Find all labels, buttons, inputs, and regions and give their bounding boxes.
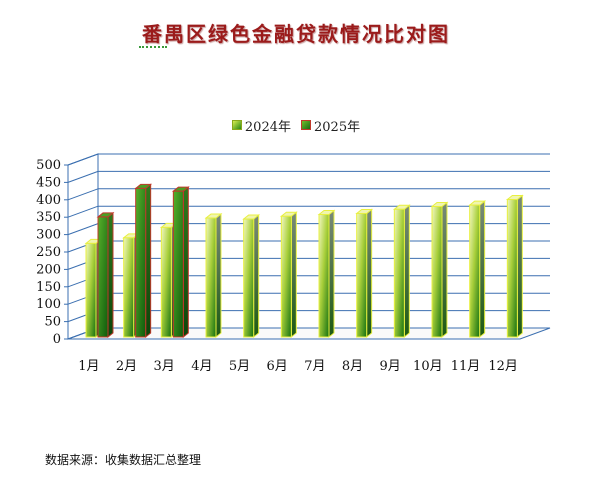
bar-2024-11 [468, 200, 487, 339]
bar-2025-3 [171, 186, 190, 339]
x-tick-label: 11月 [451, 359, 481, 374]
legend-swatch-2025 [301, 120, 311, 130]
gridline-diag [67, 223, 99, 236]
bar-2024-12 [505, 194, 524, 339]
legend-item-2025: 2025年 [301, 116, 360, 135]
source-note: 数据来源：收集数据汇总整理 [45, 453, 202, 467]
bar-2024-8 [355, 208, 374, 339]
legend: 2024年 2025年 [0, 116, 592, 135]
x-tick-label: 8月 [342, 359, 363, 374]
bar-front [469, 204, 481, 338]
gridline-diag [67, 205, 99, 218]
bar-2025-1 [96, 211, 115, 339]
bar-front [280, 215, 292, 338]
bar-side [145, 183, 152, 339]
x-tick-label: 9月 [380, 359, 401, 374]
x-tick-label: 7月 [304, 359, 325, 374]
bar-2024-4 [204, 212, 223, 339]
bar-2024-5 [242, 213, 261, 339]
y-tick-label: 100 [36, 297, 61, 312]
bar-side [441, 201, 448, 339]
bar-side [290, 211, 297, 339]
y-tick-label: 250 [36, 245, 61, 260]
x-tick-label: 3月 [154, 359, 175, 374]
y-tick-label: 350 [36, 210, 61, 225]
x-tick-label: 10月 [413, 359, 443, 374]
x-tick-label: 2月 [116, 359, 137, 374]
y-tick-label: 0 [53, 332, 61, 347]
chart-title: 番禺区绿色金融贷款情况比对图 [142, 22, 450, 46]
y-tick-label: 500 [36, 158, 61, 173]
x-tick-label: 1月 [78, 359, 99, 374]
legend-swatch-2024 [231, 120, 242, 130]
y-tick-label: 150 [36, 280, 61, 295]
bar-2024-9 [392, 204, 411, 339]
bar-front [506, 199, 518, 338]
bar-side [516, 194, 523, 339]
y-tick-label: 300 [36, 228, 61, 243]
legend-label-2024: 2024年 [244, 119, 291, 135]
y-tick-label: 50 [44, 315, 61, 330]
bar-front [205, 217, 217, 338]
bar-side [253, 213, 260, 339]
bar-side [479, 200, 486, 339]
bar-2024-7 [317, 209, 336, 339]
x-tick-label: 4月 [191, 359, 212, 374]
legend-label-2025: 2025年 [314, 119, 361, 135]
bar-front [135, 187, 147, 338]
x-tick-label: 5月 [229, 359, 250, 374]
bar-front [318, 214, 330, 338]
gridline-diag [67, 188, 99, 201]
y-tick-label: 450 [36, 175, 61, 190]
bar-front [243, 218, 255, 338]
x-tick-label: 6月 [267, 359, 288, 374]
x-tick-label: 12月 [488, 359, 518, 374]
bar-side [403, 204, 410, 339]
y-tick-label: 400 [36, 193, 61, 208]
bar-side [215, 212, 222, 339]
y-tick-label: 200 [36, 262, 61, 277]
gridline-diag [67, 170, 99, 183]
bar-front [160, 226, 172, 338]
bar-side [328, 209, 335, 339]
spellcheck-underline [139, 44, 167, 48]
bars-layer [84, 183, 524, 339]
gridline-diag [67, 153, 99, 166]
bar-front [123, 237, 135, 338]
bar-front [356, 212, 368, 338]
bar-2024-10 [430, 201, 449, 339]
bar-side [182, 186, 189, 339]
bar-side [366, 208, 373, 339]
bar-2024-6 [279, 211, 298, 339]
bar-side [107, 211, 114, 339]
bar-front [97, 216, 109, 338]
bar-front [393, 208, 405, 338]
bar-front [431, 205, 443, 338]
labels-layer: 0 50 100 150 200 250 300 350 400 450 500 1月 2月 3月 4月 5月… [36, 158, 518, 374]
bar-2025-2 [134, 183, 153, 339]
legend-item-2024: 2024年 [231, 116, 291, 135]
bar-front [85, 242, 97, 338]
bar-front [172, 190, 184, 338]
